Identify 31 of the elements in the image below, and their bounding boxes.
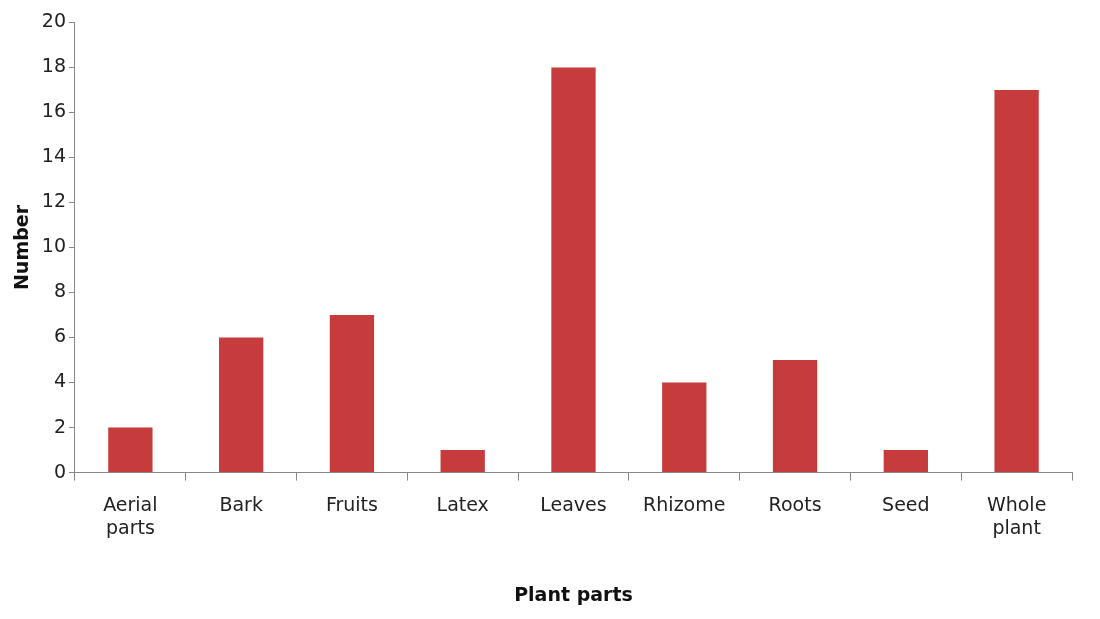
x-axis-title: Plant parts [514,582,633,605]
bar [108,427,153,473]
y-tick-label: 20 [41,9,66,32]
y-tick-label: 0 [53,459,66,482]
bar [662,382,707,473]
bar [772,360,818,473]
x-tick-label: Roots [768,492,822,515]
y-tick-label: 12 [41,189,66,212]
y-axis-title: Number [10,204,33,291]
bar [883,450,928,473]
y-tick-label: 18 [41,54,66,77]
x-tick-label: Whole plant [986,492,1047,538]
x-tick-label: Aerial parts [103,492,158,538]
x-tick-label: Leaves [540,492,607,515]
y-tick-label: 16 [41,99,66,122]
x-tick-label: Latex [436,492,489,515]
bar [551,67,596,473]
bar [218,337,264,473]
x-tick-label: Bark [219,492,263,515]
bar [994,89,1039,473]
y-tick-label: 10 [41,234,66,257]
bar [440,450,485,473]
y-tick-label: 8 [53,279,66,302]
y-tick-label: 2 [53,414,66,437]
x-tick-label: Seed [882,492,930,515]
bar [329,315,375,473]
y-tick-label: 14 [41,144,66,167]
x-tick-label: Fruits [325,492,378,515]
x-tick-label: Rhizome [643,492,726,515]
y-tick-label: 6 [53,324,66,347]
y-tick-label: 4 [53,369,66,392]
